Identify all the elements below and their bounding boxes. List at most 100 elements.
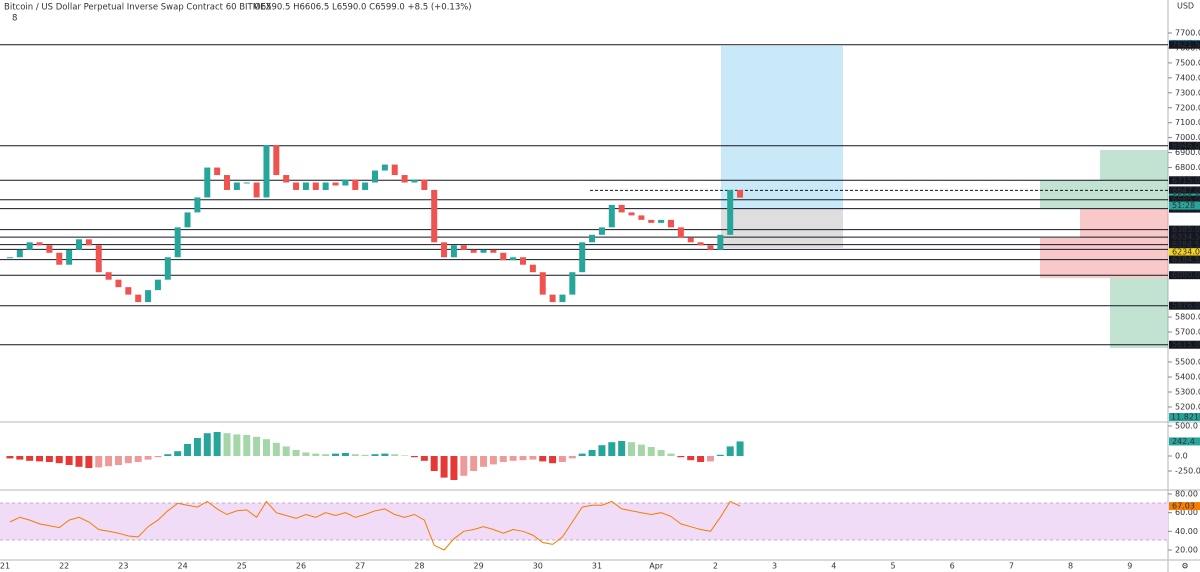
candle [668,219,674,228]
time-label: 31 [592,562,602,571]
volume-tag-label: 11.821M [1171,413,1200,422]
price-tag [1169,40,1200,49]
macd-bar [144,456,152,460]
candle [628,212,635,216]
axis-unit: USD [1177,2,1194,11]
tick-label: -250.0 [1175,467,1200,476]
candle [125,287,132,295]
time-label: 8 [1068,562,1073,571]
macd-bar [6,456,14,459]
candle [85,239,92,246]
volume-tag [1169,413,1200,421]
macd-bar [253,436,261,456]
long-position-target[interactable] [721,46,843,208]
macd-bar [489,456,497,465]
macd-bar [361,454,369,456]
candle [677,227,684,238]
candle [697,242,704,246]
macd-bar [213,432,221,456]
macd-bar [667,453,675,456]
price-tag-label: 6334.5 [1172,233,1200,242]
settings-icon[interactable]: ⚙ [1181,562,1188,571]
macd-bar [272,442,280,456]
macd-bar [410,456,418,458]
price-tag-label: 5615.0 [1172,340,1200,349]
macd-bar [519,456,527,461]
time-label: 6 [950,562,955,571]
price-tag-label: 6585.0 [1172,195,1200,204]
macd-tag [1169,437,1200,446]
macd-bar [65,456,73,465]
candle [46,245,53,253]
tick-label: 7400.0 [1175,73,1200,82]
macd-bar [420,456,428,461]
macd-bar [470,456,478,471]
candle [115,279,122,288]
macd-bar [262,439,270,456]
vp-bar [1040,238,1168,278]
macd-bar [558,456,566,462]
macd-bar [381,453,389,456]
macd-bar [726,446,734,456]
candle [687,237,694,243]
candle [214,167,221,176]
price-tag [1169,225,1200,234]
macd-bar [114,456,122,465]
price-tag [1169,186,1200,195]
macd-bar [539,456,547,462]
candle [66,249,73,265]
candle [529,264,536,273]
candle [450,245,457,258]
macd-bar [460,456,468,476]
macd-bar [499,456,507,462]
macd-bar [450,456,458,480]
time-label: 29 [474,562,484,571]
macd-bar [95,456,103,468]
macd-bar [647,447,655,456]
candle [638,215,645,220]
candle [737,189,744,198]
rsi-band [0,503,1168,540]
macd-bar [401,455,409,456]
macd-bar [578,453,586,456]
candle [36,242,43,246]
tick-label: 7200.0 [1175,103,1200,112]
tick-label: 0.0 [1175,452,1188,461]
candle [253,182,260,198]
macd-bar [697,456,705,462]
candle [243,182,250,184]
tick-label: 7100.0 [1175,118,1200,127]
price-tag [1169,141,1200,150]
macd-bar [124,456,132,464]
macd-bar [529,456,537,460]
candle [293,182,300,190]
candle [717,234,724,250]
candle [164,257,171,280]
time-label: 22 [59,562,69,571]
time-label: 27 [355,562,365,571]
price-tag-label: 6647.0 [1172,186,1200,195]
macd-bar [736,441,744,456]
tick-label: 7000.0 [1175,133,1200,142]
macd-bar [164,454,172,456]
candle [460,245,467,250]
macd-bar [154,456,162,458]
long-position-stop[interactable] [721,208,843,248]
time-label: 24 [178,562,188,571]
candle [194,197,201,213]
candle [26,242,33,250]
macd-bar [480,456,488,467]
candle [598,227,605,235]
indicator-count[interactable]: 8 [12,14,17,24]
price-tag-label: 6715.0 [1172,176,1200,185]
symbol-title[interactable]: Bitcoin / US Dollar Perpetual Inverse Sw… [4,3,271,13]
macd-bar [193,438,201,456]
candle [105,272,112,280]
volume-profile [1040,150,1168,348]
price-tag-label: 5876.0 [1172,301,1200,310]
price-tag [1169,240,1200,249]
macd-bar [549,456,557,464]
candle [500,252,507,261]
